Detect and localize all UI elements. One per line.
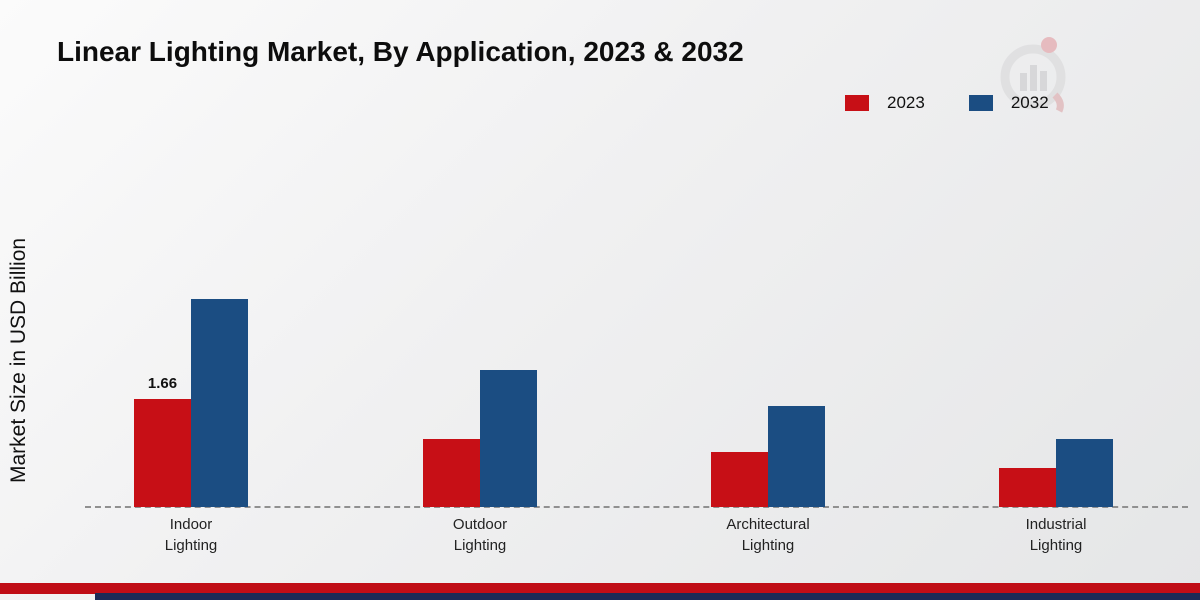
- legend-swatch-2032: [968, 95, 993, 111]
- bar-group-indoor-lighting: 1.66: [134, 299, 248, 507]
- bar-value-label: 1.66: [147, 375, 178, 392]
- footer-red-stripe: [0, 583, 1200, 594]
- category-label-indoor-lighting: Indoor Lighting: [164, 516, 218, 554]
- bar-2023-architectural-lighting: [711, 452, 768, 507]
- bar-2023-industrial-lighting: [999, 468, 1056, 507]
- bar-2032-indoor-lighting: [191, 299, 248, 507]
- mrfr-logo: [1000, 37, 1066, 113]
- category-label-outdoor-lighting: Outdoor Lighting: [452, 516, 508, 554]
- bar-2032-architectural-lighting: [768, 406, 825, 507]
- bar-2023-indoor-lighting: 1.66: [134, 375, 191, 507]
- bar-group-architectural-lighting: [711, 406, 825, 507]
- bar-2032-outdoor-lighting: [480, 370, 537, 507]
- bar-2032-industrial-lighting: [1056, 439, 1113, 507]
- chart-title: Linear Lighting Market, By Application, …: [57, 36, 744, 67]
- legend-item-2023: 2023: [845, 93, 925, 113]
- legend-label-2023: 2023: [887, 93, 925, 112]
- bar-group-outdoor-lighting: [423, 370, 537, 507]
- legend-swatch-2023: [845, 95, 869, 111]
- legend-item-2032: 2032: [968, 93, 1049, 113]
- bar-2023-outdoor-lighting: [423, 439, 480, 507]
- category-label-architectural-lighting: Architectural Lighting: [726, 516, 810, 554]
- bar-group-industrial-lighting: [999, 439, 1113, 507]
- legend: 2023 2032: [845, 93, 1049, 113]
- x-axis-baseline: [85, 506, 1188, 508]
- footer-blue-stripe: [95, 593, 1200, 600]
- legend-label-2032: 2032: [1010, 93, 1049, 112]
- category-label-industrial-lighting: Industrial Lighting: [1025, 516, 1087, 554]
